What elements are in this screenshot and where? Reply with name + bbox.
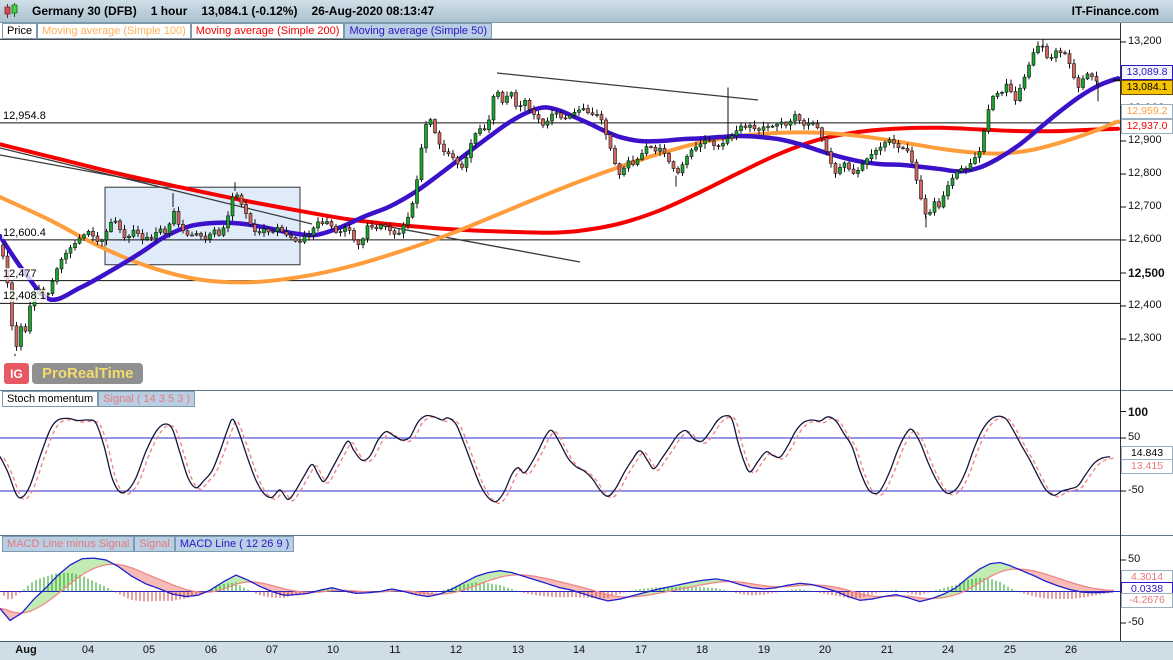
time-axis-label: 19 (757, 644, 771, 656)
datetime: 26-Aug-2020 08:13:47 (311, 4, 435, 18)
price-level-label: 12,600.4 (2, 226, 47, 239)
legend-chip[interactable]: MACD Line ( 12 26 9 ) (174, 536, 295, 552)
legend-chip[interactable]: Signal (134, 536, 175, 552)
stoch-axis-tick-label: 50 (1128, 431, 1141, 443)
price-marker-box: 13,084.1 (1121, 80, 1173, 95)
time-axis-label: 04 (81, 644, 95, 656)
time-axis-label: 26 (1064, 644, 1078, 656)
stoch-legend: Stoch momentum Signal ( 14 3 5 3 ) (2, 391, 196, 407)
price-marker-box: 13,089.8 (1121, 65, 1173, 80)
price-marker-box: 12,959.2 (1121, 104, 1173, 119)
stoch-value-box: 13.415 (1121, 459, 1173, 474)
price-axis-tick-label: 12,400 (1128, 299, 1162, 311)
price-axis-tick-label: 12,800 (1128, 167, 1162, 179)
time-axis-label: 12 (449, 644, 463, 656)
price-marker-box: 12,937.0 (1121, 119, 1173, 134)
timeframe: 1 hour (150, 4, 188, 18)
legend-chip[interactable]: Moving average (Simple 100) (37, 23, 191, 39)
price-axis-tick-label: 12,600 (1128, 233, 1162, 245)
macd-axis-tick-label: -50 (1128, 616, 1144, 628)
price-level-label: 12,954.8 (2, 109, 47, 122)
time-axis-label: 14 (572, 644, 586, 656)
legend-chip[interactable]: Signal ( 14 3 5 3 ) (98, 391, 196, 407)
brand-label: IT-Finance.com (1071, 4, 1159, 18)
stoch-axis-tick-label: 100 (1128, 404, 1149, 419)
macd-value-box: -4.2676 (1121, 593, 1173, 608)
price-axis-tick-label: 12,700 (1128, 200, 1162, 212)
stoch-axis-tick-label: -50 (1128, 484, 1144, 496)
legend-chip[interactable]: Moving average (Simple 200) (190, 23, 345, 39)
time-axis-label: 25 (1003, 644, 1017, 656)
time-axis-label: 13 (511, 644, 525, 656)
title-bar: Germany 30 (DFB) 1 hour 13,084.1 (-0.12%… (0, 0, 1173, 23)
time-axis-label: 05 (142, 644, 156, 656)
price-legend: Price Moving average (Simple 100) Moving a… (2, 23, 493, 39)
price-level-label: 12,477 (2, 267, 38, 280)
time-axis-label: 06 (204, 644, 218, 656)
legend-chip[interactable]: Stoch momentum (2, 391, 99, 407)
legend-chip[interactable]: Price (2, 23, 38, 39)
macd-legend: MACD Line minus Signal Signal MACD Line ( … (2, 536, 295, 552)
price-axis-tick-label: 13,200 (1128, 35, 1162, 47)
time-axis-label: 21 (880, 644, 894, 656)
time-axis-label: 07 (265, 644, 279, 656)
time-axis-label: 24 (941, 644, 955, 656)
instrument-name: Germany 30 (DFB) (32, 4, 137, 18)
legend-chip[interactable]: MACD Line minus Signal (2, 536, 135, 552)
price-level-label: 12,408.1 (2, 290, 47, 303)
ig-logo: IG (4, 363, 29, 384)
time-axis-strip[interactable] (0, 641, 1173, 660)
price-axis-tick-label: 12,900 (1128, 134, 1162, 146)
last-price-change: 13,084.1 (-0.12%) (201, 4, 298, 18)
macd-axis-tick-label: 50 (1128, 553, 1141, 565)
time-axis-label: 11 (389, 644, 401, 656)
price-axis-tick-label: 12,500 (1128, 266, 1165, 280)
legend-chip[interactable]: Moving average (Simple 50) (344, 23, 493, 39)
prorealtime-logo: ProRealTime (32, 363, 144, 384)
time-axis-label: Aug (15, 644, 37, 656)
prorealtime-watermark: IG ProRealTime (4, 363, 144, 384)
time-axis-label: 20 (818, 644, 832, 656)
time-axis-label: 18 (695, 644, 709, 656)
time-axis-label: 10 (326, 644, 340, 656)
time-axis-label: 17 (634, 644, 648, 656)
price-axis-tick-label: 12,300 (1128, 332, 1162, 344)
candlestick-icon (4, 3, 18, 19)
